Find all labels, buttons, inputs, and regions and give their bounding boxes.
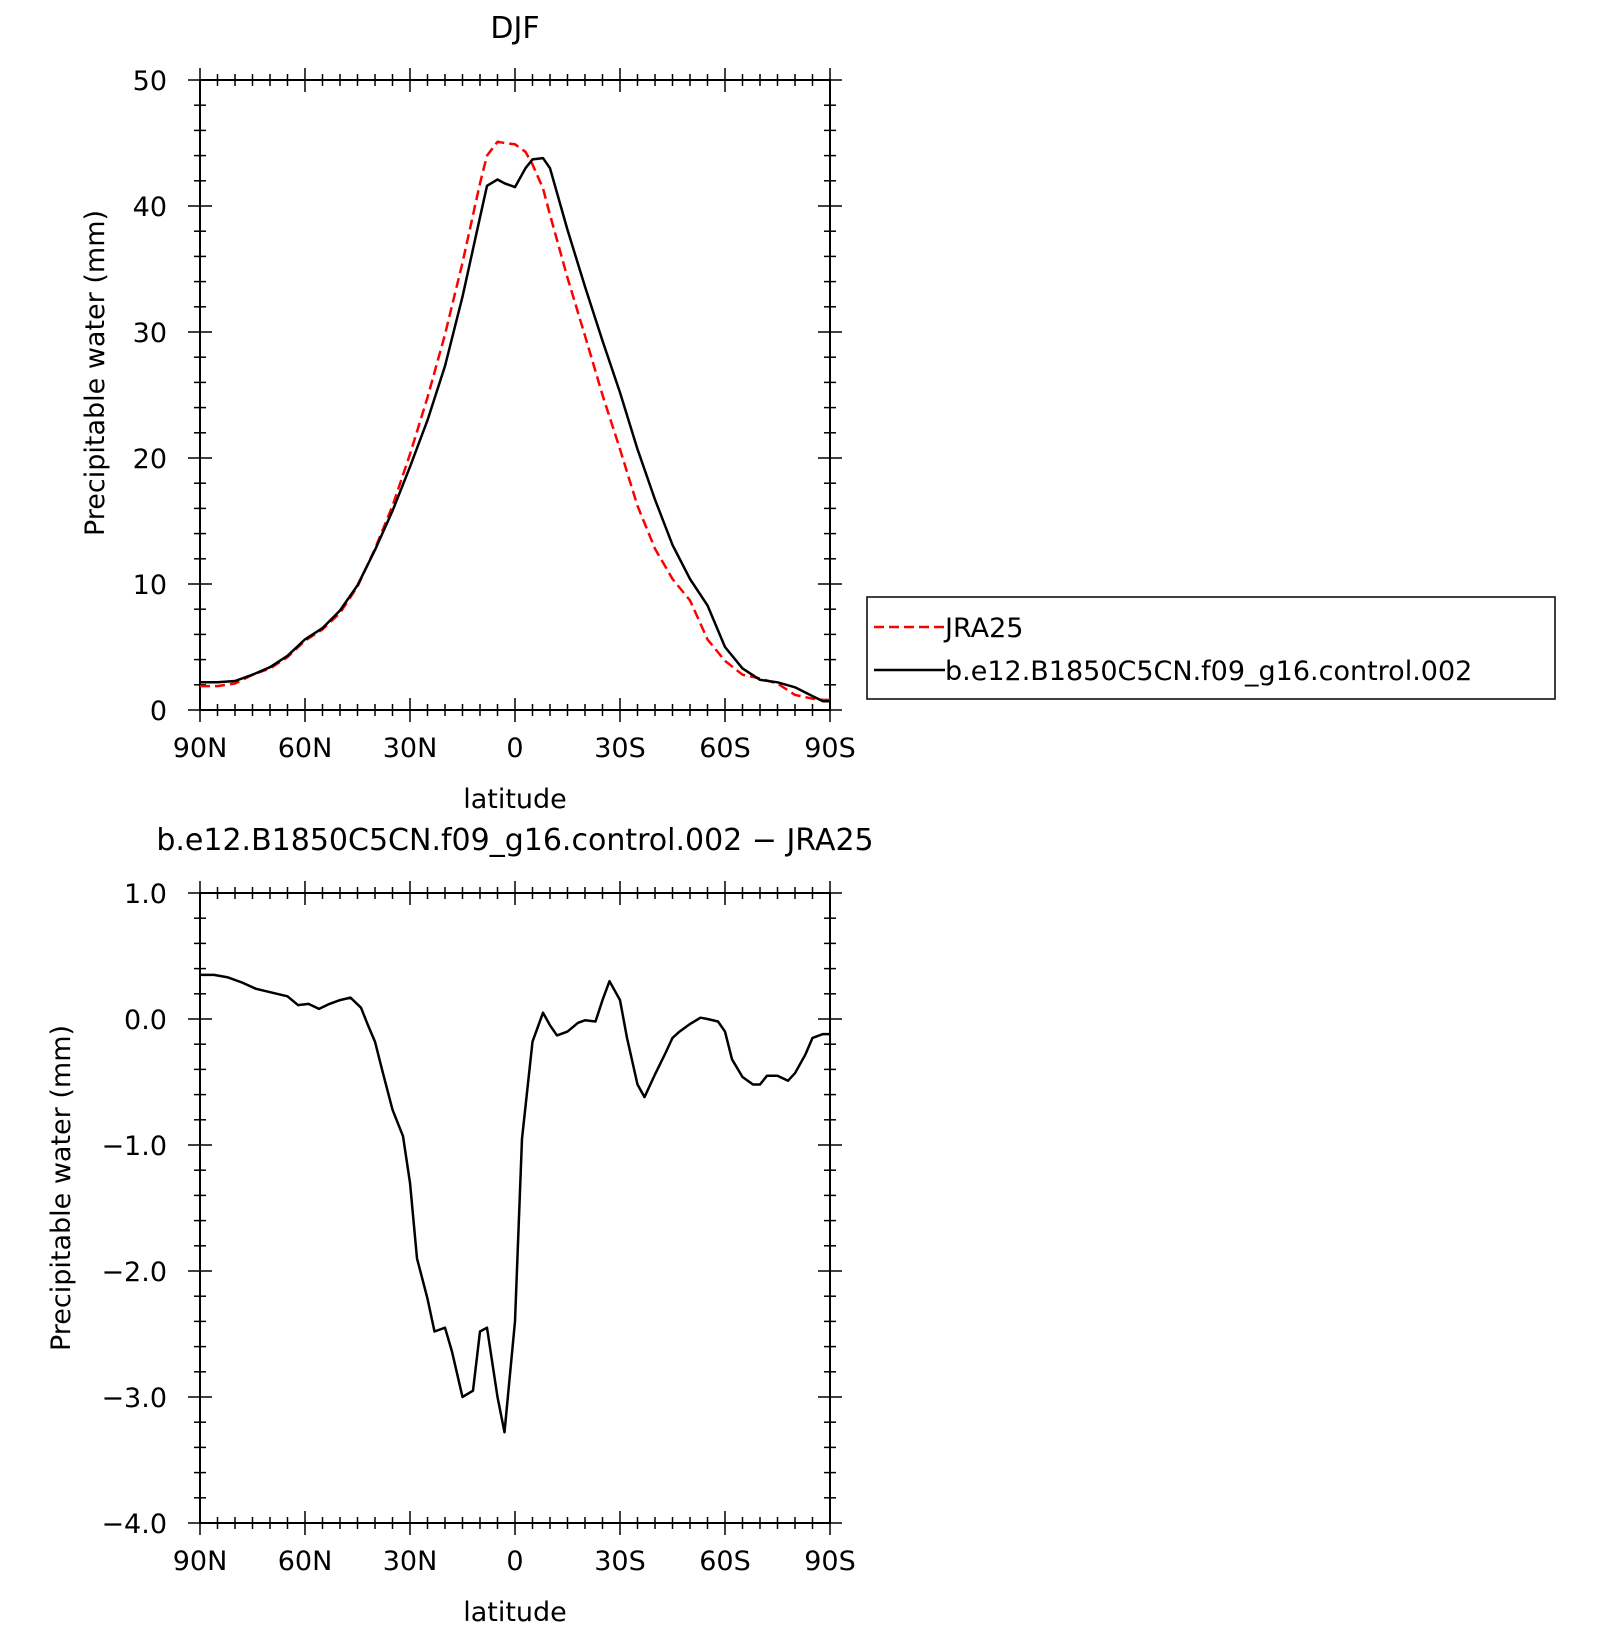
panel-difference-title: b.e12.B1850C5CN.f09_g16.control.002 − JR…: [156, 823, 873, 858]
panel-difference: b.e12.B1850C5CN.f09_g16.control.002 − JR…: [46, 823, 874, 1628]
panel-difference-xtick-label: 0: [506, 1546, 523, 1577]
panel-difference-ytick-label: 1.0: [124, 879, 167, 910]
panel-djf-ytick-label: 10: [133, 570, 167, 601]
panel-difference-xtick-label: 60N: [278, 1546, 333, 1577]
panel-djf-xtick-label: 90S: [804, 733, 856, 764]
panel-difference-xtick-label: 30N: [383, 1546, 438, 1577]
panel-difference-axes: 90N 60N 30N 0 30S 60S 90S −4.0 −3.0 −2.0 −1.0 0.0 1.…: [101, 879, 855, 1577]
panel-difference-xtick-label: 60S: [699, 1546, 751, 1577]
panel-djf-xtick-label: 60N: [278, 733, 333, 764]
panel-difference-series: [200, 973, 830, 1434]
panel-djf-xlabel: latitude: [463, 784, 567, 815]
panel-djf-title: DJF: [490, 11, 539, 46]
panel-difference-xtick-label: 90S: [804, 1546, 856, 1577]
panel-difference-frame: [199, 892, 831, 1524]
panel-djf-series-line-0: [200, 140, 830, 702]
panel-djf-xtick-label: 60S: [699, 733, 751, 764]
panel-difference-xlabel: latitude: [463, 1597, 567, 1625]
legend-label-model: b.e12.B1850C5CN.f09_g16.control.002: [945, 656, 1472, 687]
panel-djf: DJF 90N 60N 30N 0 30S 60S 90S 0 10 20 30 40 50 latit…: [80, 11, 856, 815]
panel-difference-ytick-label: −1.0: [101, 1131, 167, 1162]
legend: JRA25 b.e12.B1850C5CN.f09_g16.control.00…: [866, 596, 1556, 700]
panel-difference-xtick-label: 30S: [594, 1546, 646, 1577]
panel-difference-ylabel: Precipitable water (mm): [46, 1025, 77, 1351]
panel-djf-frame: [199, 79, 831, 711]
panel-djf-ylabel: Precipitable water (mm): [80, 210, 111, 536]
panel-difference-ytick-label: −2.0: [101, 1257, 167, 1288]
panel-djf-ytick-label: 40: [133, 192, 167, 223]
panel-difference-xtick-label: 90N: [173, 1546, 228, 1577]
legend-label-jra25: JRA25: [943, 613, 1023, 644]
panel-djf-ytick-label: 50: [133, 66, 167, 97]
panel-djf-series: [200, 140, 830, 703]
panel-djf-xtick-label: 30N: [383, 733, 438, 764]
panel-difference-series-line-0: [200, 973, 830, 1434]
panel-difference-ytick-label: −4.0: [101, 1509, 167, 1540]
panel-djf-ytick-label: 30: [133, 318, 167, 349]
panel-djf-xtick-label: 30S: [594, 733, 646, 764]
panel-difference-ytick-label: 0.0: [124, 1005, 167, 1036]
legend-box: [866, 596, 1556, 700]
panel-djf-ytick-label: 0: [150, 696, 167, 727]
panel-djf-series-line-1: [200, 156, 830, 703]
panel-djf-xtick-label: 0: [506, 733, 523, 764]
panel-djf-xtick-label: 90N: [173, 733, 228, 764]
panel-djf-ytick-label: 20: [133, 444, 167, 475]
panel-djf-axes: 90N 60N 30N 0 30S 60S 90S 0 10 20 30 40 50: [133, 66, 856, 764]
panel-difference-ytick-label: −3.0: [101, 1383, 167, 1414]
